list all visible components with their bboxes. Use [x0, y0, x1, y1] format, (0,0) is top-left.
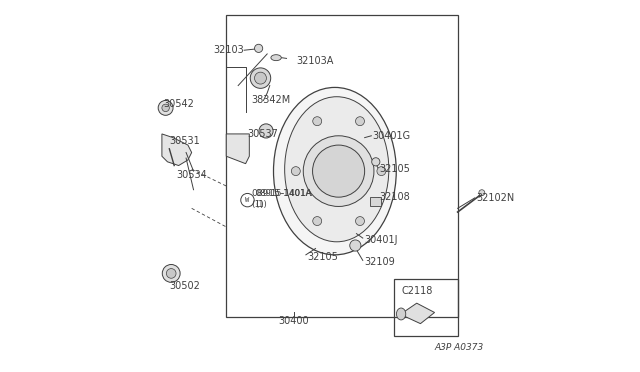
Text: 08915-1401A
(1): 08915-1401A (1) — [255, 189, 312, 209]
Text: 30400: 30400 — [278, 316, 309, 326]
Ellipse shape — [162, 104, 170, 112]
Polygon shape — [227, 134, 250, 164]
Text: 38342M: 38342M — [251, 96, 291, 105]
Ellipse shape — [250, 68, 271, 89]
Text: 32102N: 32102N — [476, 193, 515, 203]
Ellipse shape — [259, 124, 273, 138]
Text: C2118: C2118 — [402, 286, 433, 296]
Text: 32105: 32105 — [380, 164, 410, 174]
Text: 30401J: 30401J — [364, 235, 397, 245]
Circle shape — [356, 217, 364, 225]
Text: 32108: 32108 — [380, 192, 410, 202]
Ellipse shape — [285, 97, 389, 242]
FancyBboxPatch shape — [370, 197, 381, 206]
Ellipse shape — [158, 100, 173, 115]
Circle shape — [303, 136, 374, 206]
Ellipse shape — [163, 264, 180, 282]
Bar — [394, 279, 458, 336]
Text: 32103: 32103 — [213, 45, 244, 55]
Circle shape — [356, 117, 364, 126]
Ellipse shape — [349, 240, 361, 251]
Bar — [227, 15, 458, 317]
Ellipse shape — [271, 55, 282, 61]
Ellipse shape — [166, 269, 176, 278]
Text: A3P A0373: A3P A0373 — [435, 343, 484, 352]
Ellipse shape — [255, 44, 262, 52]
Ellipse shape — [273, 87, 396, 255]
Circle shape — [377, 167, 386, 176]
Ellipse shape — [255, 72, 266, 84]
Text: 32103A: 32103A — [296, 57, 333, 66]
Text: 08915-1401A
(1): 08915-1401A (1) — [251, 189, 312, 209]
Text: 30534: 30534 — [177, 170, 207, 180]
Circle shape — [291, 167, 300, 176]
Circle shape — [241, 193, 254, 207]
Text: 30542: 30542 — [164, 99, 195, 109]
Text: 32105: 32105 — [307, 252, 338, 262]
Text: 30401G: 30401G — [372, 131, 410, 141]
Polygon shape — [401, 303, 435, 324]
Text: 32109: 32109 — [364, 257, 395, 267]
Text: 30502: 30502 — [170, 282, 200, 291]
Ellipse shape — [372, 158, 380, 166]
Text: W: W — [245, 197, 250, 203]
Ellipse shape — [396, 308, 406, 320]
Text: 30537: 30537 — [248, 129, 278, 139]
Circle shape — [313, 117, 322, 126]
Polygon shape — [162, 134, 191, 166]
Circle shape — [313, 217, 322, 225]
Circle shape — [312, 145, 365, 197]
Circle shape — [479, 190, 484, 196]
Text: 30531: 30531 — [170, 137, 200, 146]
